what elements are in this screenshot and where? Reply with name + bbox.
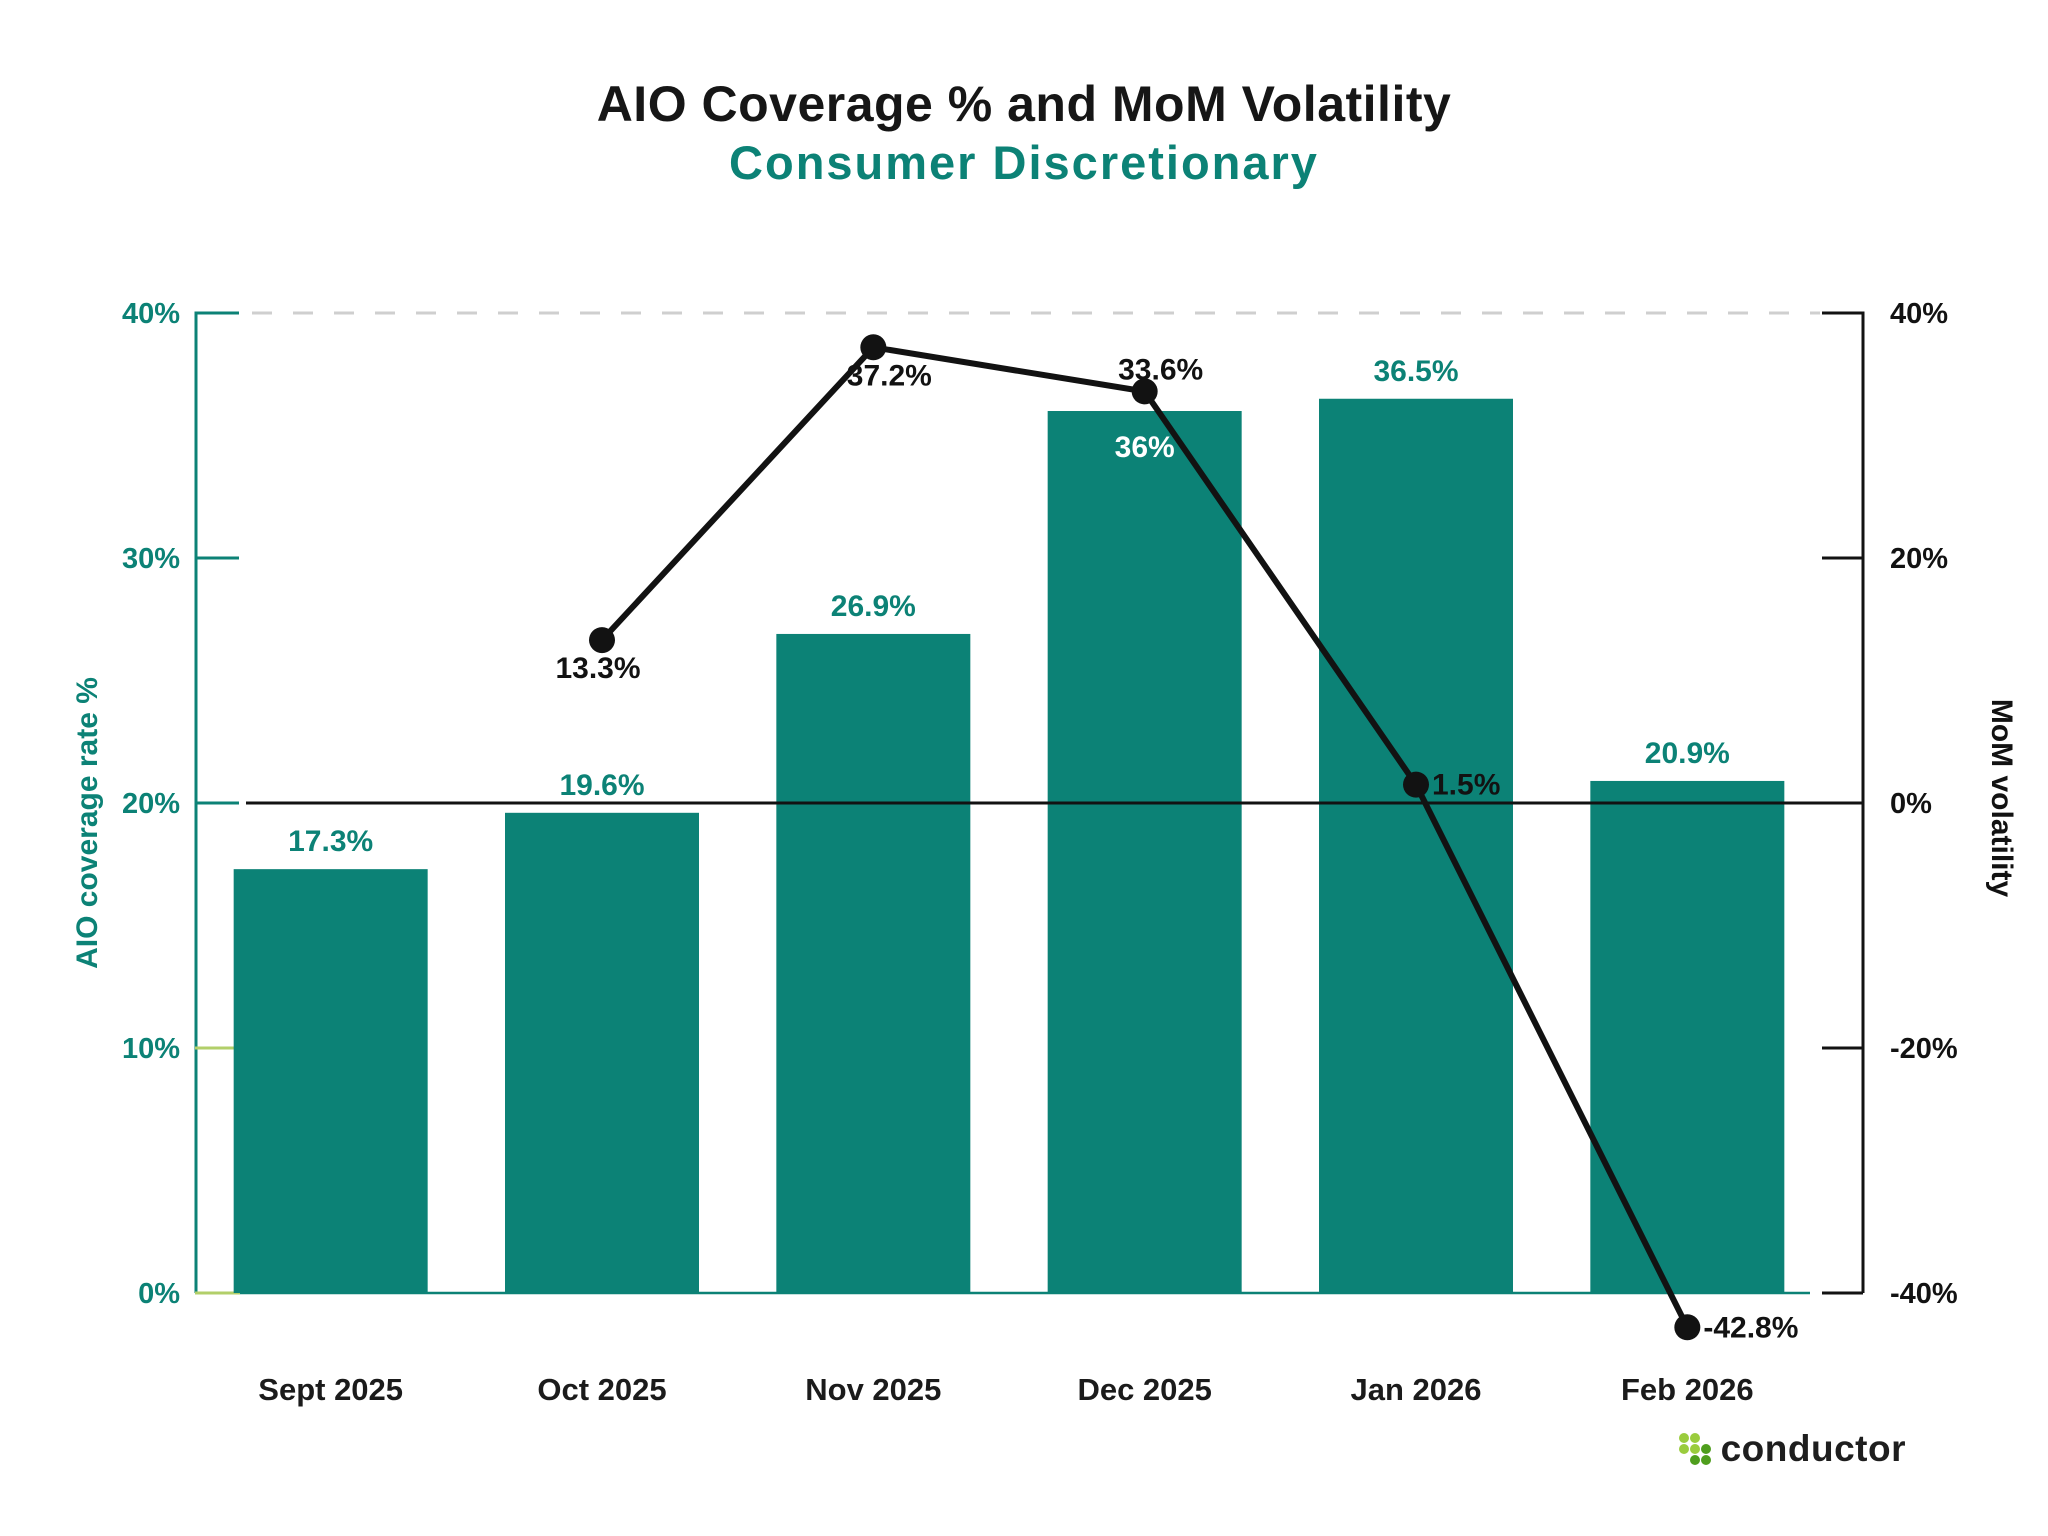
- left-axis-tick-label: 20%: [122, 788, 180, 820]
- line-label-Jan 2026: 1.5%: [1432, 769, 1500, 802]
- bar-Feb 2026: [1590, 780, 1785, 1293]
- line-label-Dec 2025: 33.6%: [1118, 353, 1203, 386]
- line-point-Dec 2025: [1131, 378, 1158, 405]
- logo-dot: [1678, 1444, 1689, 1454]
- logo-dot: [1689, 1455, 1700, 1465]
- x-label-Jan 2026: Jan 2026: [1351, 1372, 1482, 1407]
- conductor-logo: conductor: [1678, 1428, 1906, 1470]
- right-axis-tick-label: 0%: [1890, 788, 1932, 820]
- conductor-logo-text: conductor: [1720, 1428, 1906, 1469]
- x-label-Feb 2026: Feb 2026: [1621, 1372, 1754, 1407]
- bar-label-Oct 2025: 19.6%: [559, 769, 644, 802]
- right-axis-tick-label: -40%: [1890, 1278, 1958, 1310]
- bar-label-Dec 2025: 36%: [1115, 431, 1175, 464]
- x-label-Oct 2025: Oct 2025: [537, 1372, 666, 1407]
- logo-dot: [1678, 1433, 1689, 1443]
- left-axis-tick-label: 0%: [138, 1278, 180, 1310]
- left-axis-title: AIO coverage rate %: [71, 677, 104, 969]
- bar-Nov 2025: [776, 633, 971, 1293]
- bar-Sept 2025: [233, 869, 428, 1293]
- line-point-Feb 2026: [1674, 1314, 1701, 1341]
- logo-dot: [1689, 1433, 1700, 1443]
- line-point-Nov 2025: [860, 334, 887, 361]
- x-label-Sept 2025: Sept 2025: [258, 1372, 403, 1407]
- line-label-Nov 2025: 37.2%: [847, 359, 932, 392]
- bar-label-Jan 2026: 36.5%: [1373, 355, 1458, 388]
- bar-label-Sept 2025: 17.3%: [288, 825, 373, 858]
- bar-label-Nov 2025: 26.9%: [831, 590, 916, 623]
- right-axis-tick-label: -20%: [1890, 1033, 1958, 1065]
- right-axis-title: MoM volatility: [1985, 699, 2018, 898]
- line-label-Oct 2025: 13.3%: [555, 652, 640, 685]
- line-label-Feb 2026: -42.8%: [1703, 1311, 1798, 1344]
- bar-Jan 2026: [1319, 398, 1513, 1293]
- left-axis-tick-label: 40%: [122, 298, 180, 330]
- bar-Dec 2025: [1047, 411, 1242, 1293]
- logo-dot: [1700, 1444, 1711, 1454]
- line-point-Oct 2025: [589, 627, 615, 654]
- logo-dot: [1700, 1455, 1711, 1465]
- line-point-Jan 2026: [1403, 771, 1429, 798]
- right-axis-tick-label: 40%: [1890, 298, 1948, 330]
- left-axis-tick-label: 30%: [122, 543, 180, 575]
- logo-dot: [1689, 1444, 1700, 1454]
- x-label-Dec 2025: Dec 2025: [1077, 1372, 1211, 1407]
- dot-grid-icon: [1678, 1433, 1711, 1465]
- left-axis-tick-label: 10%: [122, 1033, 180, 1065]
- bar-label-Feb 2026: 20.9%: [1645, 737, 1730, 770]
- bar-Oct 2025: [505, 812, 699, 1293]
- x-label-Nov 2025: Nov 2025: [805, 1372, 941, 1407]
- right-axis-tick-label: 20%: [1890, 543, 1948, 575]
